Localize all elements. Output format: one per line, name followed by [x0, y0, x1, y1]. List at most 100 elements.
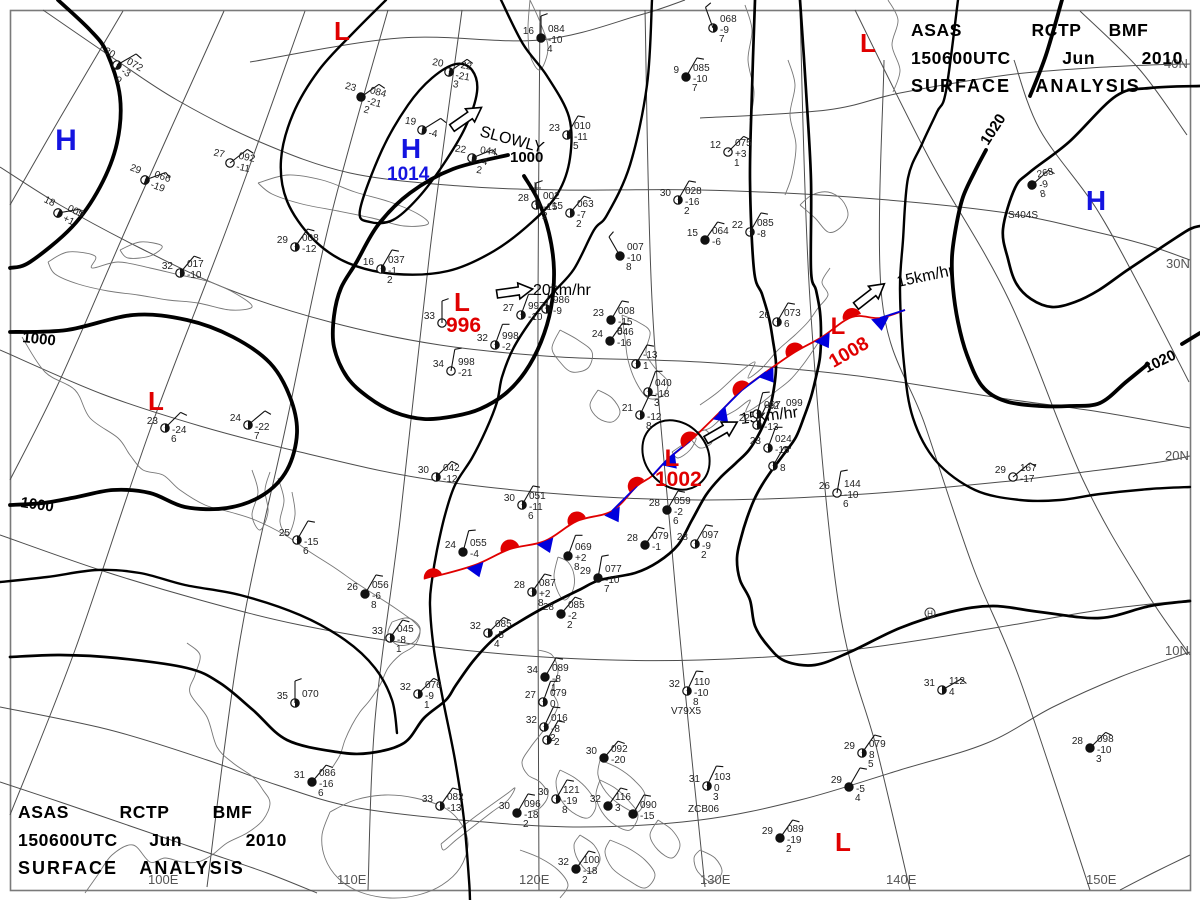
svg-text:3: 3 — [654, 398, 660, 409]
svg-text:044: 044 — [479, 145, 497, 158]
svg-text:18: 18 — [42, 194, 57, 209]
svg-text:10N: 10N — [1165, 643, 1189, 658]
svg-text:-10: -10 — [187, 270, 202, 281]
svg-text:1: 1 — [551, 683, 557, 694]
svg-text:2: 2 — [576, 219, 582, 230]
svg-text:008: 008 — [618, 306, 635, 317]
svg-text:085: 085 — [568, 600, 585, 611]
svg-text:24: 24 — [445, 540, 457, 551]
svg-text:16: 16 — [363, 257, 375, 268]
svg-text:-10: -10 — [693, 74, 708, 85]
svg-text:2: 2 — [362, 104, 371, 116]
svg-text:110: 110 — [694, 677, 710, 688]
svg-text:2: 2 — [476, 165, 483, 177]
svg-text:1: 1 — [643, 361, 649, 372]
svg-text:-11: -11 — [574, 132, 588, 143]
svg-text:7: 7 — [719, 34, 725, 45]
svg-text:028: 028 — [685, 186, 702, 197]
svg-text:L: L — [148, 386, 164, 416]
svg-text:-9: -9 — [425, 691, 434, 702]
svg-text:8: 8 — [1039, 188, 1047, 200]
svg-text:073: 073 — [784, 308, 801, 319]
svg-text:089: 089 — [552, 663, 569, 674]
svg-text:-6: -6 — [712, 237, 721, 248]
svg-text:8: 8 — [626, 262, 632, 273]
svg-text:089: 089 — [787, 824, 804, 835]
svg-text:-10: -10 — [627, 253, 642, 264]
svg-text:21: 21 — [622, 403, 634, 414]
svg-text:-19: -19 — [787, 835, 802, 846]
svg-text:084: 084 — [369, 85, 388, 100]
svg-text:-12: -12 — [647, 412, 662, 423]
svg-text:23: 23 — [593, 308, 605, 319]
svg-text:046: 046 — [617, 327, 634, 338]
svg-text:-10: -10 — [528, 312, 543, 323]
svg-text:29: 29 — [995, 465, 1007, 476]
svg-text:4: 4 — [855, 793, 861, 804]
svg-text:084: 084 — [548, 24, 565, 35]
svg-text:1014: 1014 — [387, 164, 430, 185]
svg-text:-8: -8 — [551, 724, 560, 735]
svg-text:099: 099 — [786, 398, 803, 409]
svg-text:23: 23 — [344, 81, 358, 95]
svg-text:1: 1 — [396, 644, 402, 655]
svg-text:ASAS RCTP BMF: ASAS RCTP BMF — [18, 802, 252, 822]
svg-text:+3: +3 — [735, 149, 747, 160]
svg-text:1: 1 — [424, 700, 430, 711]
svg-text:998: 998 — [458, 357, 475, 368]
svg-text:-9: -9 — [1038, 179, 1049, 192]
svg-text:6: 6 — [673, 516, 679, 527]
svg-text:-17: -17 — [1020, 474, 1035, 485]
svg-text:007: 007 — [627, 242, 644, 253]
svg-text:097: 097 — [702, 530, 719, 541]
svg-text:130E: 130E — [700, 872, 731, 887]
svg-text:086: 086 — [319, 768, 336, 779]
svg-text:30: 30 — [586, 746, 598, 757]
svg-text:32: 32 — [558, 857, 570, 868]
svg-text:6: 6 — [784, 319, 790, 330]
svg-text:35: 35 — [277, 691, 289, 702]
svg-text:L: L — [860, 28, 876, 58]
svg-text:3: 3 — [713, 792, 719, 803]
svg-text:-21: -21 — [366, 96, 383, 110]
svg-text:-5: -5 — [856, 784, 865, 795]
svg-text:L: L — [454, 287, 470, 317]
svg-text:-10: -10 — [844, 490, 859, 501]
svg-text:29: 29 — [844, 741, 856, 752]
svg-text:19: 19 — [404, 116, 417, 129]
svg-text:L: L — [835, 827, 851, 857]
svg-text:079: 079 — [869, 739, 886, 750]
svg-text:112: 112 — [949, 676, 965, 687]
svg-text:28: 28 — [514, 580, 526, 591]
svg-text:L: L — [665, 445, 680, 472]
svg-text:-10: -10 — [1097, 745, 1112, 756]
svg-text:ASAS RCTP BMF: ASAS RCTP BMF — [911, 20, 1148, 40]
svg-text:-8: -8 — [397, 635, 406, 646]
svg-text:-22: -22 — [255, 422, 270, 433]
svg-text:2: 2 — [550, 733, 556, 744]
svg-text:29: 29 — [762, 826, 774, 837]
svg-text:28: 28 — [518, 193, 530, 204]
svg-text:6: 6 — [528, 511, 534, 522]
svg-text:-12: -12 — [443, 474, 458, 485]
svg-text:4: 4 — [949, 687, 955, 698]
svg-text:268: 268 — [1036, 166, 1055, 180]
svg-text:-12: -12 — [302, 244, 317, 255]
svg-text:-13: -13 — [764, 422, 779, 433]
svg-text:017: 017 — [187, 259, 204, 270]
svg-text:8: 8 — [574, 562, 580, 573]
svg-text:-19: -19 — [149, 180, 167, 195]
svg-text:092: 092 — [237, 151, 256, 165]
svg-text:20km/hr: 20km/hr — [533, 282, 591, 299]
svg-text:24: 24 — [592, 329, 604, 340]
svg-text:085: 085 — [495, 619, 512, 630]
svg-text:6: 6 — [303, 546, 309, 557]
svg-text:1000: 1000 — [19, 494, 54, 515]
svg-text:33: 33 — [372, 626, 384, 637]
svg-text:S404S: S404S — [1008, 210, 1038, 221]
svg-text:110E: 110E — [337, 872, 367, 887]
svg-text:150600UTC Jun 2010: 150600UTC Jun 2010 — [18, 830, 287, 850]
svg-text:3: 3 — [1096, 754, 1102, 765]
svg-text:069: 069 — [575, 542, 592, 553]
svg-text:o: o — [114, 73, 125, 86]
